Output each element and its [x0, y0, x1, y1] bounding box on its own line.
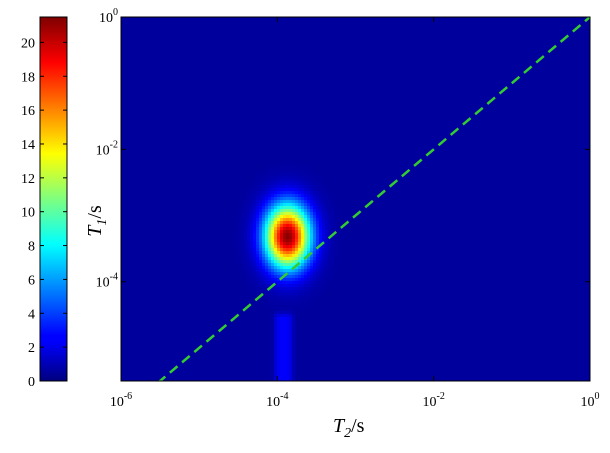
y-tick-label: 100 [99, 7, 118, 26]
y-axis-title-subscript: 1 [95, 219, 110, 226]
plot-area: 10-6 10-4 10-2 100 10-410-2100 [96, 7, 600, 414]
x-axis-title-unit: /s [351, 415, 365, 437]
y-tick-label-exponent: 0 [113, 7, 118, 18]
x-tick-label-exponent: -2 [436, 391, 444, 402]
colorbar: 0 2 4 6 8 10 12 14 16 18 20 [21, 17, 67, 390]
colorbar-tick-label: 8 [28, 240, 35, 255]
x-tick-label-base: 10 [110, 395, 124, 410]
y-tick-label: 10-4 [96, 272, 118, 291]
colorbar-tick-label: 10 [21, 206, 35, 221]
heatmap-background [121, 17, 590, 381]
colorbar-tick-label: 14 [21, 138, 35, 153]
x-tick-label-base: 10 [422, 395, 436, 410]
y-tick-label-base: 10 [99, 11, 113, 26]
colorbar-tick-label: 18 [21, 70, 35, 85]
x-tick-label-base: 10 [581, 395, 595, 410]
colorbar-tick-label: 2 [28, 341, 35, 356]
heatmap-cell [307, 305, 311, 309]
y-tick-label-exponent: -4 [110, 272, 118, 283]
colorbar-tick-label: 4 [28, 307, 35, 322]
x-tick-label-base: 10 [266, 395, 280, 410]
x-tick-label: 10-6 [110, 391, 132, 410]
colorbar-tick-label: 16 [21, 104, 35, 119]
x-tick-label-exponent: -4 [280, 391, 288, 402]
x-axis-title-subscript: 2 [344, 426, 351, 441]
y-axis-title-unit: /s [84, 205, 106, 219]
colorbar-gradient [40, 17, 67, 381]
x-axis-title: T2/s [333, 415, 365, 441]
x-tick-label-exponent: 0 [595, 391, 600, 402]
x-tick-label: 10-4 [266, 391, 288, 410]
x-tick-label: 100 [581, 391, 600, 410]
y-tick-label-exponent: -2 [110, 139, 118, 150]
y-tick-label-base: 10 [96, 143, 110, 158]
y-tick-label: 10-2 [96, 139, 118, 158]
colorbar-tick-label: 6 [28, 273, 35, 288]
x-tick-label-exponent: -6 [124, 391, 132, 402]
heatmap-cells [121, 17, 590, 384]
colorbar-tick-label: 12 [21, 172, 35, 187]
colorbar-tick-label: 0 [28, 375, 35, 390]
y-tick-label-base: 10 [96, 276, 110, 291]
y-axis-title: T1/s [84, 205, 110, 237]
colorbar-tick-label: 20 [21, 36, 35, 51]
x-tick-label: 10-2 [422, 391, 444, 410]
